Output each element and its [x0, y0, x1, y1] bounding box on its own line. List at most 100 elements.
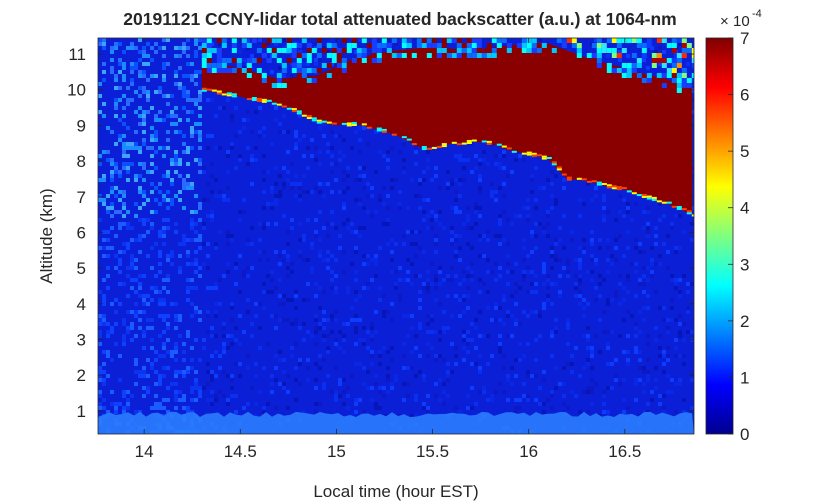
cloud-edge-cell [386, 43, 392, 48]
heatmap-cell [346, 262, 350, 266]
cloud-edge-cell [336, 68, 342, 73]
heatmap-cell [446, 278, 450, 282]
heatmap-cell [366, 182, 370, 186]
cloud-edge-cell [441, 145, 447, 148]
heatmap-cell [286, 242, 290, 246]
heatmap-cell [426, 314, 430, 318]
heatmap-cell [166, 410, 170, 414]
cloud-edge-cell [521, 152, 527, 155]
heatmap-cell [638, 242, 642, 246]
heatmap-cell [658, 250, 662, 254]
heatmap-cell [102, 298, 106, 302]
heatmap-cell [274, 166, 278, 170]
cloud-edge-cell [251, 99, 257, 102]
heatmap-cell [110, 170, 114, 174]
heatmap-cell [138, 86, 142, 90]
heatmap-cell [142, 190, 146, 194]
heatmap-cell [594, 286, 598, 290]
heatmap-cell [262, 250, 266, 254]
cloud-edge-cell [691, 73, 694, 78]
heatmap-cell [394, 330, 398, 334]
heatmap-cell [478, 174, 482, 178]
heatmap-cell [578, 290, 582, 294]
cloud-edge-cell [341, 38, 347, 43]
heatmap-cell [306, 258, 310, 262]
heatmap-cell [434, 330, 438, 334]
heatmap-cell [230, 318, 234, 322]
heatmap-cell [514, 322, 518, 326]
cloud-edge-cell [426, 38, 432, 43]
heatmap-cell [270, 382, 274, 386]
cloud-edge-cell [406, 43, 412, 48]
cloud-edge-cell [261, 43, 267, 48]
heatmap-cell [130, 262, 134, 266]
cloud-edge-cell [616, 68, 622, 73]
heatmap-cell [378, 362, 382, 366]
heatmap-cell [266, 342, 270, 346]
heatmap-cell [186, 262, 190, 266]
heatmap-cell [554, 202, 558, 206]
heatmap-cell [642, 274, 646, 278]
heatmap-cell [130, 78, 134, 82]
heatmap-cell [198, 202, 202, 206]
cloud-edge-cell [401, 38, 407, 43]
heatmap-cell [562, 178, 566, 182]
heatmap-cell [366, 294, 370, 298]
heatmap-cell [514, 406, 518, 410]
heatmap-cell [674, 382, 678, 386]
heatmap-cell [394, 150, 398, 154]
heatmap-cell [102, 254, 106, 258]
heatmap-cell [534, 166, 538, 170]
heatmap-cell [514, 302, 518, 306]
heatmap-cell [294, 322, 298, 326]
cloud-edge-cell [266, 48, 272, 53]
cloud-edge-cell [636, 58, 642, 63]
heatmap-cell [446, 366, 450, 370]
heatmap-cell [162, 298, 166, 302]
cloud-edge-cell [211, 48, 217, 53]
heatmap-cell [254, 170, 258, 174]
heatmap-cell [290, 218, 294, 222]
heatmap-cell [574, 294, 578, 298]
heatmap-cell [410, 178, 414, 182]
heatmap-cell [454, 406, 458, 410]
heatmap-cell [602, 410, 606, 414]
heatmap-cell [334, 310, 338, 314]
heatmap-cell [326, 374, 330, 378]
cloud-edge-cell [646, 43, 652, 48]
heatmap-cell [222, 106, 226, 110]
heatmap-cell [146, 294, 150, 298]
heatmap-cell [630, 402, 634, 406]
heatmap-cell [254, 158, 258, 162]
cloud-edge-cell [591, 58, 597, 63]
heatmap-cell [114, 410, 118, 414]
cloud-edge-cell [676, 88, 682, 93]
heatmap-cell [238, 118, 242, 122]
cloud-edge-cell [301, 73, 307, 78]
heatmap-cell [374, 330, 378, 334]
heatmap-cell [186, 98, 190, 102]
heatmap-cell [318, 366, 322, 370]
heatmap-cell [430, 318, 434, 322]
cloud-edge-cell [486, 43, 492, 48]
heatmap-cell [338, 330, 342, 334]
heatmap-cell [526, 206, 530, 210]
heatmap-cell [218, 210, 222, 214]
heatmap-cell [378, 354, 382, 358]
heatmap-cell [226, 242, 230, 246]
heatmap-cell [130, 254, 134, 258]
cloud-edge-cell [621, 73, 627, 78]
heatmap-cell [494, 302, 498, 306]
heatmap-cell [646, 230, 650, 234]
heatmap-cell [258, 222, 262, 226]
heatmap-cell [98, 38, 102, 42]
heatmap-cell [494, 278, 498, 282]
heatmap-cell [238, 254, 242, 258]
cloud-edge-cell [681, 53, 687, 58]
heatmap-cell [614, 246, 618, 250]
heatmap-cell [162, 66, 166, 70]
heatmap-cell [154, 210, 158, 214]
cloud-edge-cell [296, 53, 302, 58]
heatmap-cell [114, 322, 118, 326]
heatmap-cell [330, 314, 334, 318]
